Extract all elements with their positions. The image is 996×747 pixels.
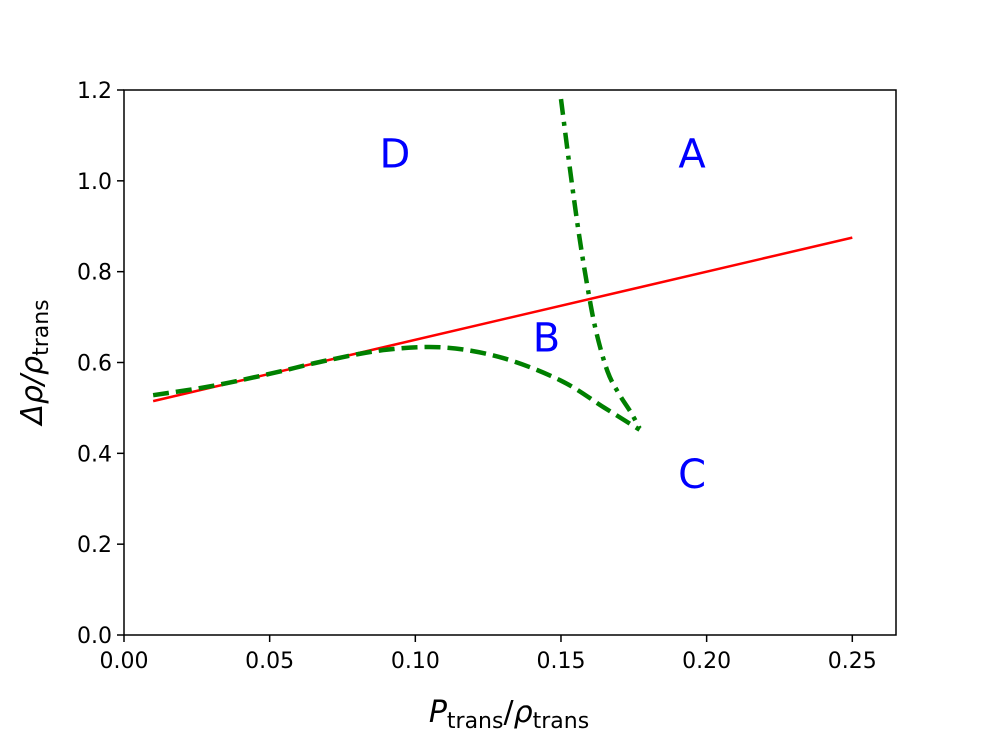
region-label-a: A (678, 132, 706, 178)
y-tick-label: 1.2 (77, 79, 112, 104)
plot-frame (123, 89, 897, 636)
x-tick-label: 0.20 (682, 649, 731, 674)
x-tick-label: 0.05 (245, 649, 294, 674)
series-layer (152, 98, 853, 432)
x-tick-label: 0.25 (828, 649, 877, 674)
y-tick-label: 0.6 (77, 352, 112, 377)
x-axis-label-sub2: trans (533, 709, 590, 734)
annotation-layer: D A B C (380, 132, 707, 498)
x-tick-label: 0.10 (391, 649, 440, 674)
x-axis-label-base: P (429, 695, 448, 730)
y-tick-label: 0.4 (77, 442, 112, 467)
y-tick-label: 1.0 (77, 170, 112, 195)
y-tick-label: 0.2 (77, 533, 112, 558)
x-axis-label-sub: trans (447, 709, 504, 734)
y-tick-label: 0.8 (77, 261, 112, 286)
region-label-b: B (533, 316, 560, 362)
y-axis-label-base: Δρ/ρ (15, 356, 50, 427)
x-axis-label: Ptrans/ρtrans (429, 695, 589, 734)
series-line-dashdot (558, 98, 642, 430)
y-tick-label: 0.0 (77, 624, 112, 649)
tick-layer: 0.00 0.05 0.10 0.15 0.20 0.25 0.0 0.2 0.4 0.6 0.8 1… (77, 79, 877, 674)
series-line-dashed (152, 344, 641, 432)
y-axis-label: Δρ/ρtrans (15, 299, 54, 426)
x-tick-label: 0.15 (536, 649, 585, 674)
region-label-d: D (380, 132, 411, 178)
x-axis-label-base2: ρ (514, 695, 533, 730)
x-axis-label-sep: / (503, 695, 514, 730)
x-tick-label: 0.00 (100, 649, 149, 674)
y-axis-label-sub: trans (29, 299, 54, 356)
region-label-c: C (678, 452, 706, 498)
